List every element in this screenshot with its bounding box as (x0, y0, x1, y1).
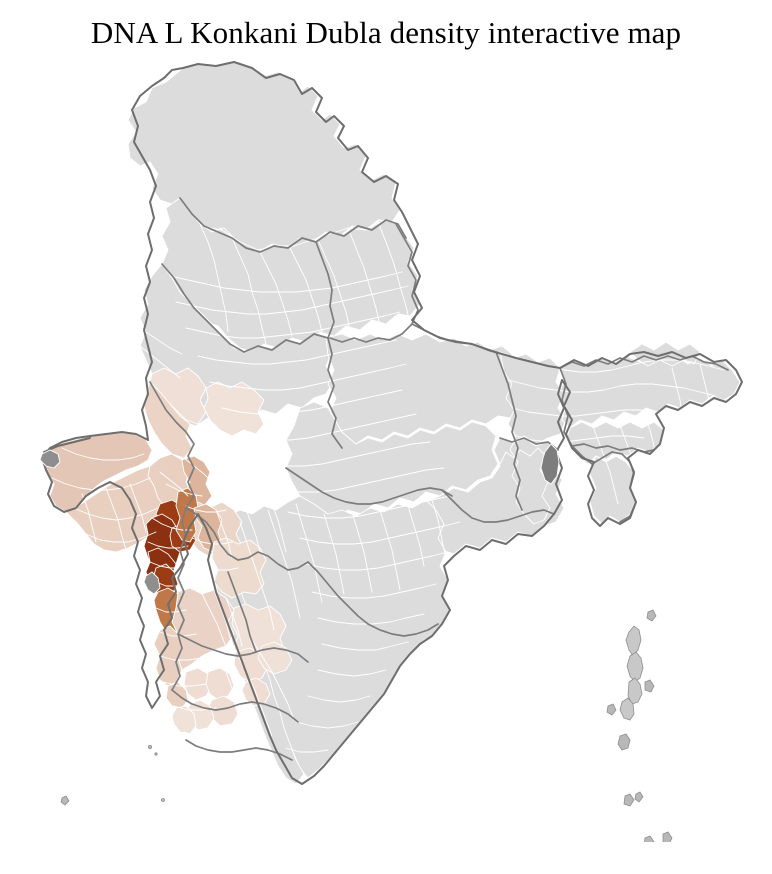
district-boundaries (51, 211, 725, 813)
region-dharwad[interactable] (205, 667, 235, 701)
region-western-mp[interactable] (203, 381, 265, 437)
map-svg[interactable] (0, 52, 772, 842)
andaman-nicobar-islands[interactable] (60, 609, 673, 842)
density-regions[interactable] (41, 367, 293, 735)
region-marathwada-north[interactable] (211, 537, 267, 599)
region-belgaum[interactable] (183, 667, 213, 701)
state-boundaries (149, 197, 729, 761)
india-choropleth-map[interactable] (0, 52, 772, 842)
coastal-accents (39, 443, 560, 595)
country-outline (41, 61, 743, 785)
page-title: DNA L Konkani Dubla density interactive … (90, 15, 682, 50)
lakshadweep-marks (147, 745, 165, 802)
region-chitradurga[interactable] (207, 695, 239, 727)
